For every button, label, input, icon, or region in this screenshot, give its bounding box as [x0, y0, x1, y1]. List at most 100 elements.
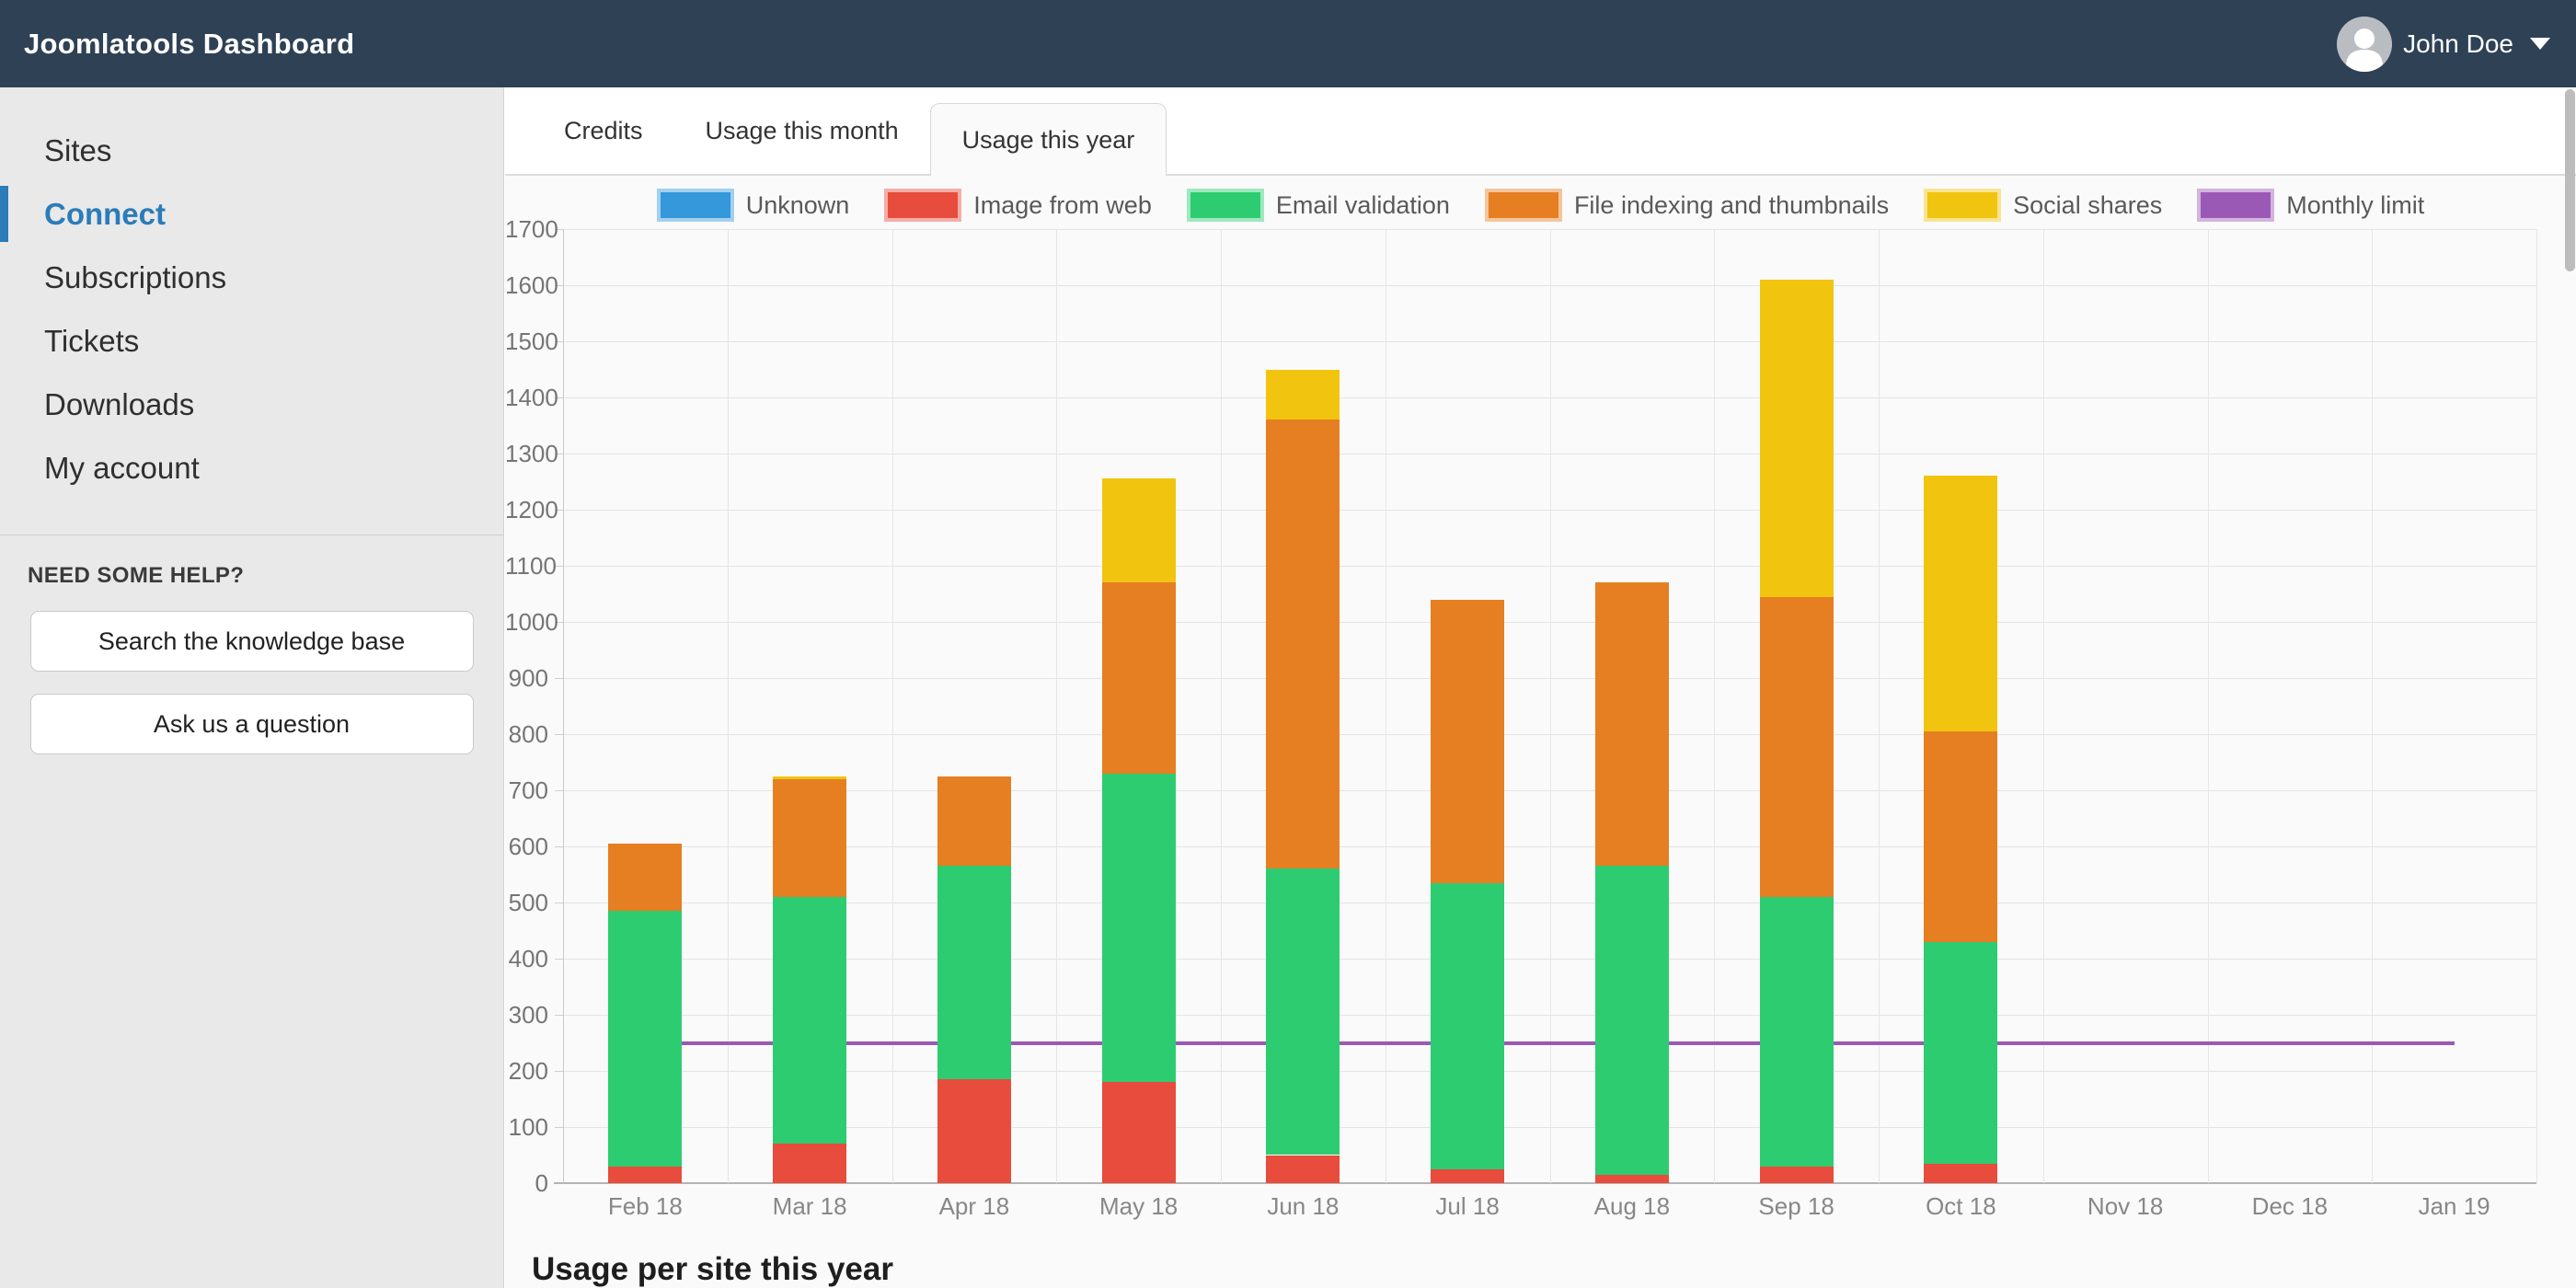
sidebar-item-tickets[interactable]: Tickets [0, 309, 503, 373]
bar-segment-may-18-file-indexing-and-thumbnails[interactable] [1101, 582, 1176, 774]
sidebar: Sites Connect Subscriptions Tickets Down… [0, 87, 504, 1288]
bar-segment-oct-18-file-indexing-and-thumbnails[interactable] [1924, 730, 1998, 942]
y-axis-tick [555, 622, 563, 623]
legend-swatch-image-from-web [884, 189, 962, 222]
y-axis-tick [555, 678, 563, 679]
gridline-vertical [2207, 229, 2209, 1183]
legend-label: File indexing and thumbnails [1573, 190, 1890, 219]
sidebar-item-subscriptions[interactable]: Subscriptions [0, 246, 503, 309]
legend-label: Social shares [2013, 190, 2163, 219]
bar-segment-jun-18-file-indexing-and-thumbnails[interactable] [1266, 420, 1340, 869]
legend-item-social-shares[interactable]: Social shares [1924, 189, 2162, 222]
gridline-vertical [2536, 229, 2537, 1183]
sidebar-item-label: Subscriptions [44, 259, 227, 294]
bar-segment-mar-18-image-from-web[interactable] [773, 1144, 847, 1183]
bar-segment-mar-18-file-indexing-and-thumbnails[interactable] [773, 778, 847, 897]
bar-segment-apr-18-image-from-web[interactable] [937, 1079, 1011, 1183]
sidebar-item-my-account[interactable]: My account [0, 436, 503, 500]
y-axis-tick [555, 1127, 563, 1128]
legend-item-unknown[interactable]: Unknown [656, 189, 849, 222]
legend-swatch-email-validation [1186, 189, 1264, 222]
bar-segment-sep-18-file-indexing-and-thumbnails[interactable] [1759, 596, 1834, 897]
main-panel: Credits Usage this month Usage this year… [505, 87, 2576, 1288]
bar-segment-apr-18-email-validation[interactable] [937, 866, 1011, 1080]
bar-segment-jun-18-image-from-web[interactable] [1266, 1155, 1340, 1183]
bar-segment-aug-18-file-indexing-and-thumbnails[interactable] [1594, 582, 1669, 867]
tab-content: Unknown Image from web Email validation Fil… [505, 176, 2576, 1288]
y-axis-tick [555, 229, 563, 230]
y-axis-tick [555, 285, 563, 286]
tab-usage-this-month[interactable]: Usage this month [674, 87, 930, 174]
y-axis-tick-label: 200 [508, 1057, 548, 1085]
tab-credits[interactable]: Credits [533, 87, 674, 174]
bar-segment-may-18-image-from-web[interactable] [1101, 1082, 1176, 1183]
y-axis-tick [555, 1071, 563, 1072]
gridline-vertical [1549, 229, 1551, 1183]
gridline-vertical [2372, 229, 2374, 1183]
y-axis-tick-label: 400 [508, 945, 548, 972]
bar-segment-apr-18-file-indexing-and-thumbnails[interactable] [937, 776, 1011, 867]
usage-stacked-bar-chart: 0 100 200 300 400 500 600 700 800 900 1000 1100 1200… [505, 176, 2576, 1288]
tab-label: Usage this month [705, 116, 899, 144]
bar-segment-mar-18-email-validation[interactable] [773, 896, 847, 1144]
search-knowledge-base-button[interactable]: Search the knowledge base [29, 611, 474, 672]
chevron-down-icon [2530, 38, 2550, 50]
user-menu[interactable]: John Doe [2337, 0, 2550, 87]
bar-segment-feb-18-email-validation[interactable] [608, 911, 683, 1167]
bar-segment-jun-18-email-validation[interactable] [1266, 868, 1340, 1156]
gridline-vertical [891, 229, 893, 1183]
bar-segment-jul-18-image-from-web[interactable] [1431, 1168, 1505, 1183]
bar-segment-sep-18-image-from-web[interactable] [1759, 1166, 1834, 1183]
legend-swatch-monthly-limit [2197, 189, 2275, 222]
bar-segment-jul-18-email-validation[interactable] [1431, 882, 1505, 1169]
y-axis-tick-label: 1600 [505, 271, 558, 299]
legend-swatch-file-indexing-and-thumbnails [1484, 189, 1562, 222]
bar-segment-feb-18-file-indexing-and-thumbnails[interactable] [608, 843, 683, 912]
x-axis-label-may-18: May 18 [1098, 1192, 1179, 1220]
sidebar-item-downloads[interactable]: Downloads [0, 373, 503, 436]
bar-segment-oct-18-email-validation[interactable] [1924, 941, 1998, 1164]
legend-item-image-from-web[interactable]: Image from web [884, 189, 1152, 222]
x-axis-label-jun-18: Jun 18 [1267, 1192, 1340, 1220]
gridline-vertical [1714, 229, 1716, 1183]
legend-item-email-validation[interactable]: Email validation [1186, 189, 1450, 222]
y-axis-tick-label: 300 [508, 1001, 548, 1029]
vertical-scrollbar-thumb[interactable] [2565, 89, 2575, 271]
bar-segment-may-18-email-validation[interactable] [1101, 773, 1176, 1083]
bar-segment-feb-18-image-from-web[interactable] [608, 1166, 683, 1183]
bar-segment-sep-18-email-validation[interactable] [1759, 896, 1834, 1167]
sidebar-item-label: Sites [44, 132, 112, 167]
y-axis-tick [555, 790, 563, 791]
tab-label: Credits [564, 116, 643, 144]
bar-segment-jun-18-social-shares[interactable] [1266, 369, 1340, 420]
y-axis-tick [555, 846, 563, 847]
sidebar-item-label: Tickets [44, 323, 140, 358]
user-name: John Doe [2403, 29, 2513, 58]
y-axis-tick-label: 100 [508, 1113, 548, 1141]
legend-item-monthly-limit[interactable]: Monthly limit [2197, 189, 2424, 222]
bar-segment-oct-18-social-shares[interactable] [1924, 476, 1998, 731]
x-axis-label-feb-18: Feb 18 [607, 1192, 683, 1220]
sidebar-item-connect[interactable]: Connect [0, 182, 503, 246]
bar-segment-aug-18-email-validation[interactable] [1594, 866, 1669, 1175]
y-axis-tick [555, 397, 563, 398]
bar-segment-mar-18-social-shares[interactable] [773, 776, 847, 779]
bar-segment-oct-18-image-from-web[interactable] [1924, 1163, 1998, 1183]
bar-segment-may-18-social-shares[interactable] [1101, 478, 1176, 583]
y-axis-tick [555, 734, 563, 735]
ask-question-button[interactable]: Ask us a question [29, 694, 474, 754]
y-axis-tick [555, 959, 563, 960]
tab-bar: Credits Usage this month Usage this year [505, 87, 2576, 176]
x-axis-label-nov-18: Nov 18 [2087, 1192, 2164, 1220]
bar-segment-jul-18-file-indexing-and-thumbnails[interactable] [1431, 599, 1505, 883]
sidebar-item-sites[interactable]: Sites [0, 119, 503, 182]
chart-legend: Unknown Image from web Email validation Fil… [505, 189, 2576, 222]
top-navbar: Joomlatools Dashboard John Doe [0, 0, 2576, 87]
gridline-vertical [1056, 229, 1058, 1183]
y-axis-tick [555, 341, 563, 342]
tab-usage-this-year[interactable]: Usage this year [929, 103, 1167, 176]
bar-segment-aug-18-image-from-web[interactable] [1594, 1174, 1669, 1183]
bar-segment-sep-18-social-shares[interactable] [1759, 279, 1834, 597]
x-axis-label-jan-19: Jan 19 [2418, 1192, 2490, 1220]
legend-item-file-indexing-and-thumbnails[interactable]: File indexing and thumbnails [1484, 189, 1890, 222]
